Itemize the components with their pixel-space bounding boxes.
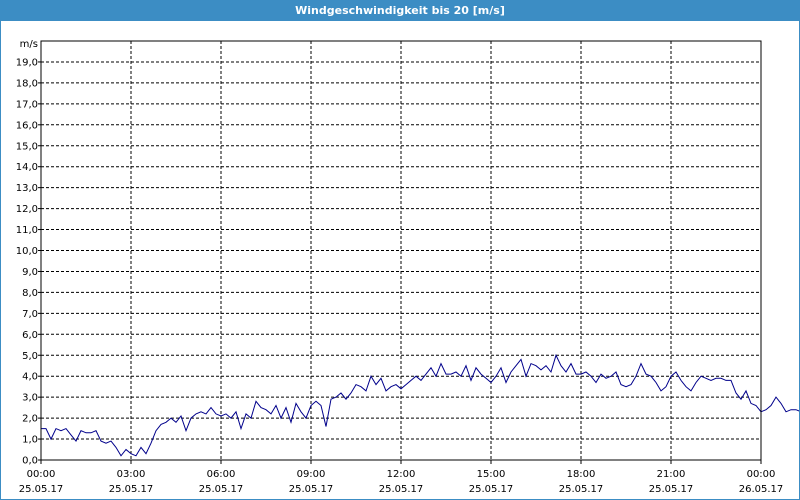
x-tick-date: 26.05.17 xyxy=(739,484,784,495)
y-axis-label: m/s xyxy=(20,39,38,50)
y-tick-label: 7,0 xyxy=(22,309,38,320)
y-tick-label: 12,0 xyxy=(16,204,38,215)
y-tick-label: 18,0 xyxy=(16,78,38,89)
x-tick-time: 00:00 xyxy=(27,469,56,480)
window-title: Windgeschwindigkeit bis 20 [m/s] xyxy=(1,1,799,21)
grid xyxy=(41,41,761,460)
y-tick-label: 1,0 xyxy=(22,435,38,446)
y-tick-label: 14,0 xyxy=(16,162,38,173)
series-layer xyxy=(41,353,799,457)
y-tick-label: 4,0 xyxy=(22,372,38,383)
y-tick-label: 0,0 xyxy=(22,456,38,467)
y-tick-label: 19,0 xyxy=(16,57,38,68)
x-tick-date: 25.05.17 xyxy=(559,484,604,495)
plot-frame xyxy=(40,40,762,461)
x-tick-time: 18:00 xyxy=(567,469,596,480)
plot-border xyxy=(40,40,762,461)
x-tick-date: 25.05.17 xyxy=(379,484,424,495)
y-tick-label: 15,0 xyxy=(16,141,38,152)
wind-speed-chart: 0,0 1,0 2,0 3,0 4,0 5,0 6,0 7,0 8,0 9,0 10,0 11,0 12… xyxy=(16,39,799,495)
y-tick-label: 3,0 xyxy=(22,393,38,404)
x-tick-date: 25.05.17 xyxy=(199,484,244,495)
x-tick-time: 06:00 xyxy=(207,469,236,480)
x-tick-date: 25.05.17 xyxy=(649,484,694,495)
x-tick-time: 21:00 xyxy=(657,469,686,480)
x-tick-date: 25.05.17 xyxy=(19,484,64,495)
x-tick-time: 12:00 xyxy=(387,469,416,480)
x-tick-time: 03:00 xyxy=(117,469,146,480)
y-tick-label: 16,0 xyxy=(16,120,38,131)
axes: 0,0 1,0 2,0 3,0 4,0 5,0 6,0 7,0 8,0 9,0 10,0 11,0 12… xyxy=(16,39,784,495)
x-tick-date: 25.05.17 xyxy=(469,484,514,495)
y-tick-label: 5,0 xyxy=(22,351,38,362)
x-tick-time: 15:00 xyxy=(477,469,506,480)
y-tick-label: 9,0 xyxy=(22,267,38,278)
y-tick-label: 11,0 xyxy=(16,225,38,236)
x-tick-time: 00:00 xyxy=(747,469,776,480)
y-tick-label: 13,0 xyxy=(16,183,38,194)
y-tick-label: 10,0 xyxy=(16,246,38,257)
series-line xyxy=(41,353,799,457)
x-tick-date: 25.05.17 xyxy=(109,484,154,495)
y-tick-label: 6,0 xyxy=(22,330,38,341)
x-tick-date: 25.05.17 xyxy=(289,484,334,495)
y-tick-label: 8,0 xyxy=(22,288,38,299)
y-tick-label: 17,0 xyxy=(16,99,38,110)
y-tick-label: 2,0 xyxy=(22,414,38,425)
x-tick-time: 09:00 xyxy=(297,469,326,480)
